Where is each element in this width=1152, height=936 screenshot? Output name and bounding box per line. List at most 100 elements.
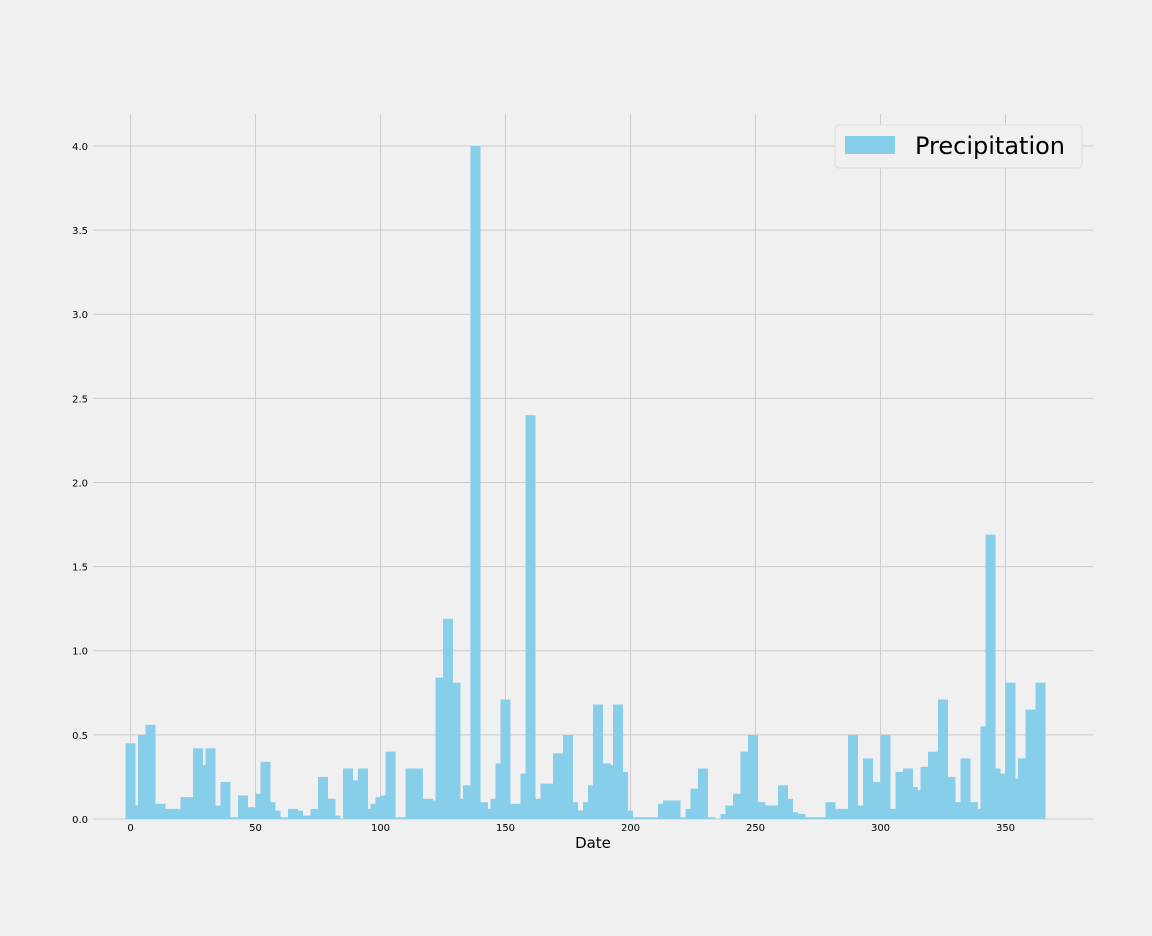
bar [238, 795, 248, 819]
bar [325, 798, 336, 819]
bar [755, 802, 766, 819]
bar [508, 803, 518, 819]
bar [613, 704, 623, 819]
bar [770, 805, 781, 819]
bar [840, 808, 851, 819]
bar [205, 748, 216, 819]
bar [428, 800, 438, 819]
bar [985, 534, 996, 819]
bar [350, 780, 361, 819]
legend-box [834, 124, 1083, 169]
bar [630, 817, 641, 819]
bar [670, 800, 681, 819]
bar [563, 734, 573, 819]
bar [810, 817, 821, 819]
bar [293, 810, 303, 819]
bar [413, 768, 423, 819]
bar [763, 805, 773, 819]
bar [145, 724, 156, 819]
bar [318, 776, 328, 819]
bar [945, 776, 956, 819]
x-tick-label: 200 [621, 823, 640, 834]
x-tick-label: 50 [249, 823, 262, 834]
bar [825, 802, 836, 819]
bar [1010, 778, 1021, 819]
bar [163, 808, 173, 819]
bar [725, 805, 736, 819]
bar [908, 787, 918, 819]
bar [435, 677, 446, 819]
bar [818, 817, 828, 819]
bar [300, 815, 311, 819]
bar [833, 808, 843, 819]
y-tick-label: 4.0 [72, 142, 88, 153]
bar [228, 817, 238, 819]
bar [855, 805, 866, 819]
bar [600, 763, 611, 819]
y-tick-label: 1.5 [72, 563, 88, 574]
bar [748, 734, 758, 819]
bar [920, 766, 931, 819]
bar [938, 699, 948, 819]
bar [180, 797, 191, 819]
bar [525, 415, 536, 819]
bar [880, 734, 891, 819]
bar [443, 618, 453, 819]
bar [645, 817, 656, 819]
y-tick-label: 3.0 [72, 310, 88, 321]
bar [863, 758, 873, 819]
bar [690, 788, 701, 819]
bar [1035, 682, 1046, 819]
bar [705, 817, 716, 819]
grid-lines [93, 114, 1093, 820]
bar [198, 765, 208, 819]
bar [270, 810, 281, 819]
bar [260, 761, 271, 819]
bar [500, 699, 511, 819]
bar [125, 743, 136, 819]
bar [998, 773, 1008, 819]
bar [803, 817, 813, 819]
bar [733, 793, 743, 819]
bar [623, 810, 633, 819]
bar [888, 808, 898, 819]
bar [343, 768, 353, 819]
bar [960, 758, 971, 819]
bar [795, 813, 806, 819]
x-tick-label: 150 [496, 823, 515, 834]
bar [243, 807, 253, 819]
bar [138, 734, 148, 819]
bar [638, 817, 648, 819]
bar-series-precipitation [125, 145, 1046, 819]
bar [895, 771, 906, 819]
bar [463, 785, 473, 819]
bar [593, 704, 603, 819]
bar [990, 768, 1001, 819]
bar [788, 812, 798, 819]
bar [330, 815, 341, 819]
x-axis-label: Date [575, 834, 611, 852]
bar [450, 682, 461, 819]
bar [928, 751, 938, 819]
x-tick-label: 300 [871, 823, 890, 834]
bar [220, 781, 231, 819]
y-tick-label: 0.0 [72, 815, 88, 826]
bar [470, 145, 481, 819]
bar [783, 798, 793, 819]
bar [953, 802, 963, 819]
x-tick-label: 0 [127, 823, 133, 834]
bar [405, 768, 416, 819]
bar [1005, 682, 1016, 819]
bar [1018, 758, 1028, 819]
legend-label-precipitation: Precipitation [915, 132, 1065, 160]
bar [155, 803, 166, 819]
bar [213, 805, 223, 819]
bar [968, 802, 978, 819]
bar [848, 734, 858, 819]
y-tick-label: 2.0 [72, 478, 88, 489]
bar [678, 817, 688, 819]
bar [280, 817, 291, 819]
bar [390, 817, 401, 819]
bar [130, 805, 141, 819]
